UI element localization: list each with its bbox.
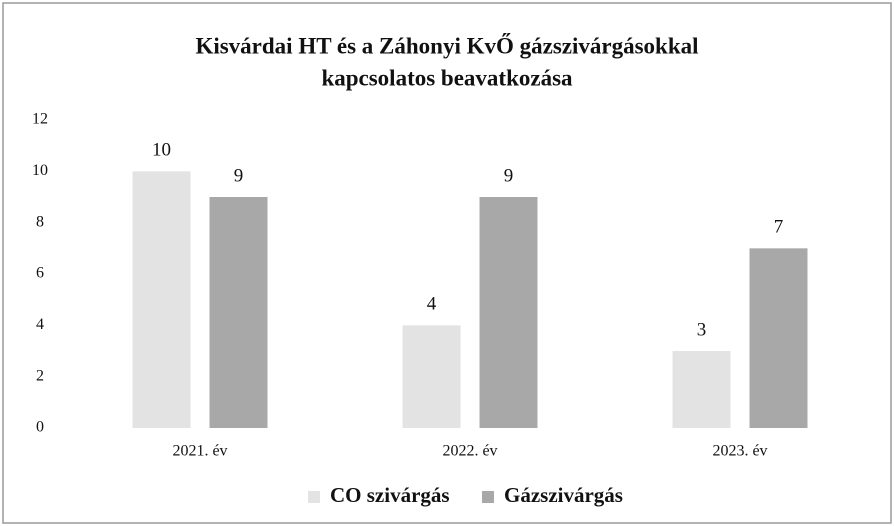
chart-title: kapcsolatos beavatkozása xyxy=(321,65,573,90)
bar xyxy=(749,248,808,428)
legend-swatch xyxy=(482,491,494,503)
x-tick-label: 2023. év xyxy=(712,443,767,460)
y-tick-label: 6 xyxy=(36,265,44,282)
data-label: 4 xyxy=(427,294,437,315)
y-tick-label: 8 xyxy=(36,213,44,230)
legend-label: CO szivárgás xyxy=(330,483,450,507)
bar xyxy=(402,325,461,428)
y-tick-label: 10 xyxy=(32,162,48,179)
x-tick-label: 2022. év xyxy=(442,443,497,460)
bar xyxy=(132,171,191,429)
bar xyxy=(479,197,538,428)
y-tick-label: 2 xyxy=(36,367,44,384)
bar xyxy=(209,197,268,428)
data-label: 3 xyxy=(697,319,707,340)
bar xyxy=(672,351,731,428)
legend-label: Gázszivárgás xyxy=(504,483,623,507)
y-tick-label: 4 xyxy=(36,316,44,333)
y-tick-label: 12 xyxy=(32,111,48,128)
chart-title: Kisvárdai HT és a Záhonyi KvŐ gázszivárg… xyxy=(195,32,698,58)
y-tick-label: 0 xyxy=(36,419,44,436)
data-label: 9 xyxy=(504,165,514,186)
legend-swatch xyxy=(308,491,320,503)
data-label: 10 xyxy=(152,140,171,161)
x-tick-label: 2021. év xyxy=(172,443,227,460)
data-label: 7 xyxy=(774,217,784,238)
data-label: 9 xyxy=(234,165,244,186)
